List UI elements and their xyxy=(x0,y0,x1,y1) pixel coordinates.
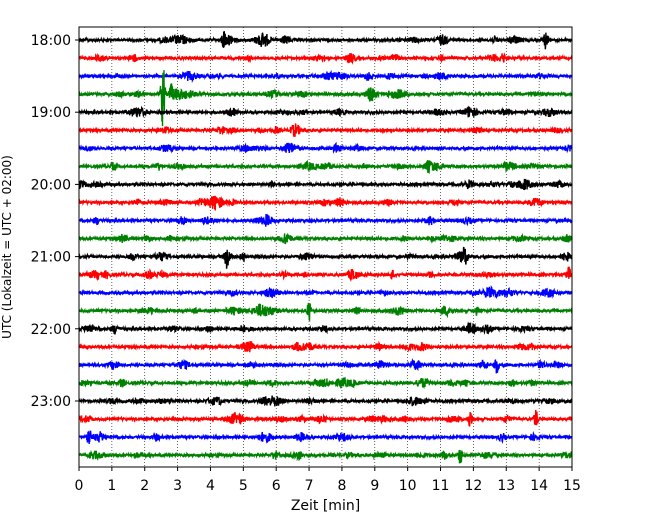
trace-2145 xyxy=(78,302,573,322)
trace-2345 xyxy=(78,449,573,464)
trace-2300 xyxy=(78,395,573,407)
x-tick-label: 8 xyxy=(337,478,346,494)
x-tick-label: 12 xyxy=(464,478,482,494)
x-tick-label: 14 xyxy=(530,478,548,494)
trace-1845 xyxy=(78,70,573,127)
trace-2015 xyxy=(78,195,573,211)
y-tick-label: 23:00 xyxy=(31,394,71,410)
y-tick-label: 21:00 xyxy=(31,250,71,266)
trace-2330 xyxy=(78,430,573,445)
trace-layer xyxy=(78,31,573,464)
y-tick-label: 22:00 xyxy=(31,322,71,338)
trace-2230 xyxy=(78,358,573,374)
x-tick-label: 11 xyxy=(432,478,450,494)
x-tick-label: 4 xyxy=(206,478,215,494)
y-axis: 18:00 19:00 20:00 21:00 22:00 23:00 xyxy=(31,33,79,410)
y-tick-label: 19:00 xyxy=(31,105,71,121)
x-tick-label: 5 xyxy=(239,478,248,494)
x-tick-label: 1 xyxy=(107,478,116,494)
trace-2130 xyxy=(78,285,573,300)
y-axis-label: UTC (Lokalzeit = UTC + 02:00) xyxy=(0,155,14,339)
trace-1800 xyxy=(78,31,573,50)
x-tick-label: 9 xyxy=(370,478,379,494)
x-tick-label: 13 xyxy=(497,478,515,494)
x-tick-label: 0 xyxy=(75,478,84,494)
trace-1815 xyxy=(78,52,573,65)
trace-2100 xyxy=(78,246,573,269)
trace-2030 xyxy=(78,214,573,227)
trace-1900 xyxy=(78,105,573,119)
trace-2000 xyxy=(78,178,573,191)
x-tick-label: 10 xyxy=(399,478,417,494)
x-tick-label: 15 xyxy=(563,478,581,494)
vertical-grid xyxy=(111,27,540,467)
plot-frame xyxy=(78,26,573,468)
trace-2315 xyxy=(78,409,573,427)
trace-1830 xyxy=(78,69,573,84)
trace-2215 xyxy=(78,340,573,353)
trace-1945 xyxy=(78,159,573,175)
y-tick-label: 18:00 xyxy=(31,33,71,49)
trace-1915 xyxy=(78,123,573,138)
trace-1930 xyxy=(78,141,573,154)
trace-2245 xyxy=(78,376,573,390)
trace-2115 xyxy=(78,266,573,282)
x-tick-label: 6 xyxy=(272,478,281,494)
trace-2045 xyxy=(78,232,573,245)
trace-2200 xyxy=(78,321,573,336)
x-axis-label: Zeit [min] xyxy=(291,498,360,514)
x-axis: 0 1 2 3 4 5 6 7 8 9 10 11 12 13 14 15 xyxy=(75,467,581,494)
x-tick-label: 7 xyxy=(305,478,314,494)
x-tick-label: 3 xyxy=(173,478,182,494)
x-tick-label: 2 xyxy=(140,478,149,494)
y-tick-label: 20:00 xyxy=(31,177,71,193)
